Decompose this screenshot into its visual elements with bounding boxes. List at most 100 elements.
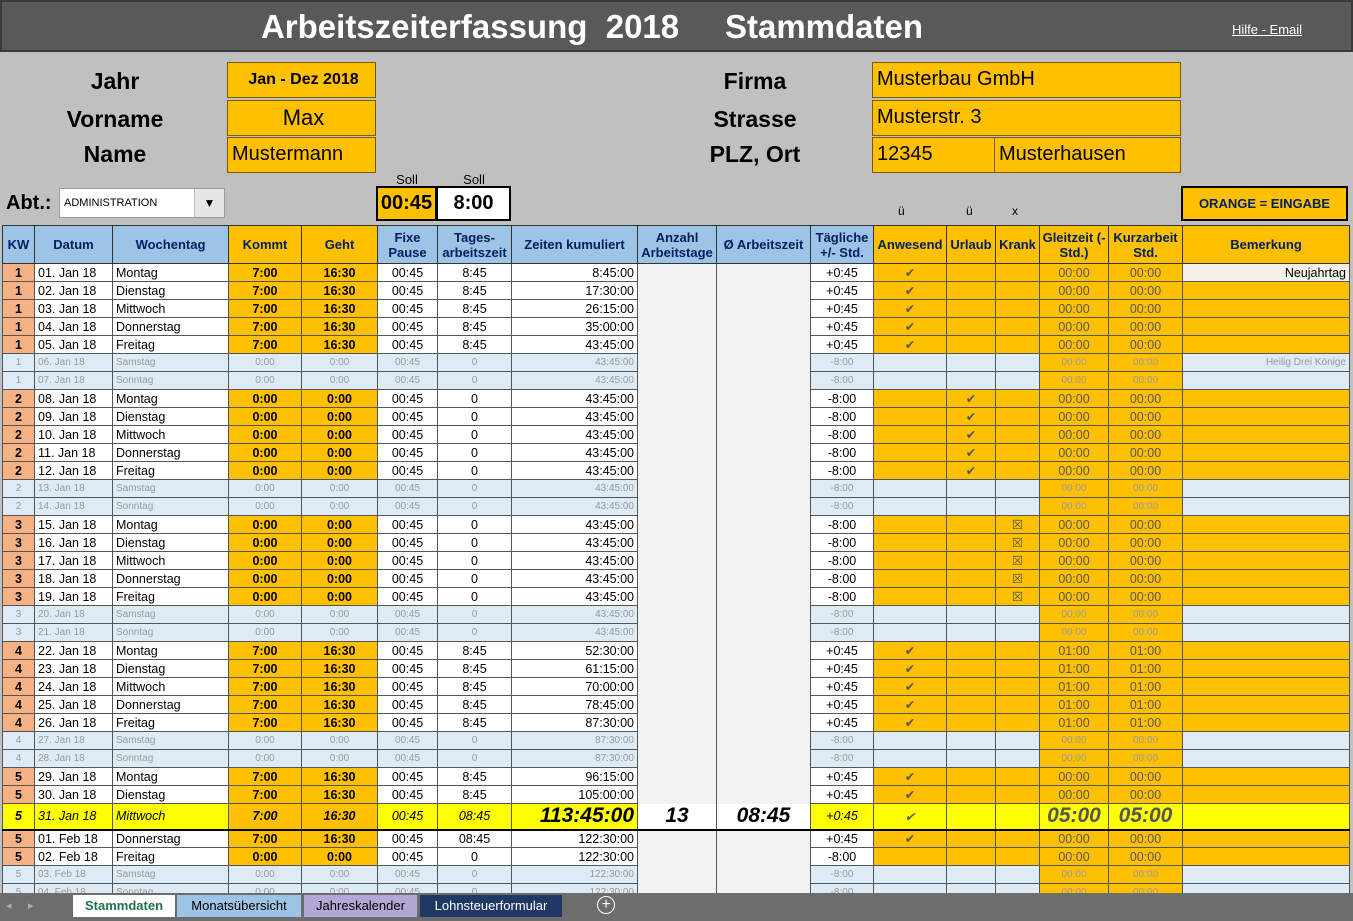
cell-kurzarbeit[interactable]: 00:00 <box>1108 829 1183 848</box>
cell-kommt[interactable]: 7:00 <box>228 713 302 732</box>
cell-urlaub[interactable]: ✔ <box>946 389 996 408</box>
cell-geht[interactable]: 0:00 <box>301 749 378 768</box>
cell-anwesend[interactable] <box>873 407 947 426</box>
cell-anwesend[interactable]: ✔ <box>873 263 947 282</box>
cell-kurzarbeit[interactable]: 00:00 <box>1108 515 1183 534</box>
cell-kommt[interactable]: 0:00 <box>228 461 302 480</box>
soll-zeit-field[interactable]: 8:00 <box>436 186 511 221</box>
cell-krank[interactable]: ☒ <box>995 533 1040 552</box>
cell-bemerkung[interactable] <box>1182 587 1350 606</box>
cell-anwesend[interactable] <box>873 515 947 534</box>
cell-urlaub[interactable] <box>946 533 996 552</box>
cell-gleitzeit[interactable]: 00:00 <box>1039 731 1109 750</box>
cell-kurzarbeit[interactable]: 00:00 <box>1108 533 1183 552</box>
cell-kurzarbeit[interactable]: 00:00 <box>1108 281 1183 300</box>
cell-gleitzeit[interactable]: 00:00 <box>1039 533 1109 552</box>
cell-geht[interactable]: 0:00 <box>301 731 378 750</box>
cell-anwesend[interactable]: ✔ <box>873 785 947 804</box>
cell-anwesend[interactable] <box>873 479 947 498</box>
cell-gleitzeit[interactable]: 01:00 <box>1039 641 1109 660</box>
cell-geht[interactable]: 0:00 <box>301 865 378 884</box>
cell-anwesend[interactable]: ✔ <box>873 767 947 786</box>
cell-gleitzeit[interactable]: 00:00 <box>1039 443 1109 462</box>
cell-anwesend[interactable]: ✔ <box>873 659 947 678</box>
cell-gleitzeit[interactable]: 00:00 <box>1039 587 1109 606</box>
cell-krank[interactable] <box>995 299 1040 318</box>
cell-urlaub[interactable] <box>946 713 996 732</box>
cell-kommt[interactable]: 0:00 <box>228 371 302 390</box>
cell-kommt[interactable]: 0:00 <box>228 353 302 372</box>
cell-krank[interactable]: ☒ <box>995 551 1040 570</box>
cell-geht[interactable]: 0:00 <box>301 425 378 444</box>
cell-kommt[interactable]: 7:00 <box>228 317 302 336</box>
cell-bemerkung[interactable] <box>1182 389 1350 408</box>
cell-bemerkung[interactable] <box>1182 407 1350 426</box>
cell-krank[interactable] <box>995 281 1040 300</box>
cell-kurzarbeit[interactable]: 01:00 <box>1108 659 1183 678</box>
cell-anwesend[interactable]: ✔ <box>873 281 947 300</box>
cell-gleitzeit[interactable]: 00:00 <box>1039 389 1109 408</box>
cell-urlaub[interactable] <box>946 605 996 624</box>
cell-geht[interactable]: 0:00 <box>301 389 378 408</box>
cell-urlaub[interactable] <box>946 785 996 804</box>
cell-kurzarbeit[interactable]: 00:00 <box>1108 749 1183 768</box>
cell-anwesend[interactable]: ✔ <box>873 317 947 336</box>
cell-geht[interactable]: 0:00 <box>301 551 378 570</box>
cell-bemerkung[interactable] <box>1182 865 1350 884</box>
jahr-field[interactable]: Jan - Dez 2018 <box>227 62 376 98</box>
cell-krank[interactable] <box>995 731 1040 750</box>
cell-krank[interactable] <box>995 425 1040 444</box>
vorname-field[interactable]: Max <box>227 100 376 136</box>
cell-krank[interactable] <box>995 847 1040 866</box>
cell-urlaub[interactable]: ✔ <box>946 407 996 426</box>
cell-krank[interactable]: ☒ <box>995 587 1040 606</box>
cell-gleitzeit[interactable]: 00:00 <box>1039 515 1109 534</box>
cell-gleitzeit[interactable]: 01:00 <box>1039 659 1109 678</box>
cell-anwesend[interactable]: ✔ <box>873 829 947 848</box>
cell-kommt[interactable]: 0:00 <box>228 551 302 570</box>
cell-krank[interactable] <box>995 803 1040 831</box>
cell-kurzarbeit[interactable]: 00:00 <box>1108 623 1183 642</box>
name-field[interactable]: Mustermann <box>227 137 376 173</box>
cell-gleitzeit[interactable]: 00:00 <box>1039 479 1109 498</box>
sheet-tab[interactable]: Lohnsteuerformular <box>420 895 562 917</box>
cell-geht[interactable]: 16:30 <box>301 281 378 300</box>
cell-bemerkung[interactable]: Heilig Drei Könige <box>1182 353 1350 372</box>
cell-gleitzeit[interactable]: 00:00 <box>1039 623 1109 642</box>
cell-urlaub[interactable] <box>946 803 996 831</box>
cell-anwesend[interactable]: ✔ <box>873 677 947 696</box>
cell-kurzarbeit[interactable]: 00:00 <box>1108 407 1183 426</box>
cell-bemerkung[interactable] <box>1182 335 1350 354</box>
cell-kommt[interactable]: 0:00 <box>228 533 302 552</box>
cell-urlaub[interactable] <box>946 829 996 848</box>
cell-krank[interactable] <box>995 677 1040 696</box>
cell-gleitzeit[interactable]: 00:00 <box>1039 425 1109 444</box>
cell-bemerkung[interactable] <box>1182 623 1350 642</box>
cell-kommt[interactable]: 0:00 <box>228 443 302 462</box>
cell-bemerkung[interactable] <box>1182 515 1350 534</box>
cell-bemerkung[interactable] <box>1182 281 1350 300</box>
cell-kommt[interactable]: 7:00 <box>228 659 302 678</box>
cell-anwesend[interactable] <box>873 371 947 390</box>
soll-pause-field[interactable]: 00:45 <box>376 186 437 221</box>
cell-kurzarbeit[interactable]: 01:00 <box>1108 695 1183 714</box>
cell-krank[interactable] <box>995 623 1040 642</box>
cell-bemerkung[interactable] <box>1182 533 1350 552</box>
cell-anwesend[interactable]: ✔ <box>873 803 947 831</box>
cell-anwesend[interactable] <box>873 623 947 642</box>
cell-gleitzeit[interactable]: 00:00 <box>1039 335 1109 354</box>
cell-geht[interactable]: 16:30 <box>301 299 378 318</box>
cell-krank[interactable] <box>995 785 1040 804</box>
cell-krank[interactable] <box>995 371 1040 390</box>
cell-urlaub[interactable] <box>946 281 996 300</box>
cell-bemerkung[interactable] <box>1182 371 1350 390</box>
cell-kommt[interactable]: 0:00 <box>228 749 302 768</box>
cell-kommt[interactable]: 7:00 <box>228 767 302 786</box>
cell-kommt[interactable]: 7:00 <box>228 263 302 282</box>
cell-krank[interactable]: ☒ <box>995 569 1040 588</box>
cell-urlaub[interactable] <box>946 263 996 282</box>
cell-urlaub[interactable] <box>946 677 996 696</box>
cell-bemerkung[interactable] <box>1182 677 1350 696</box>
cell-bemerkung[interactable] <box>1182 443 1350 462</box>
cell-gleitzeit[interactable]: 05:00 <box>1039 803 1109 831</box>
